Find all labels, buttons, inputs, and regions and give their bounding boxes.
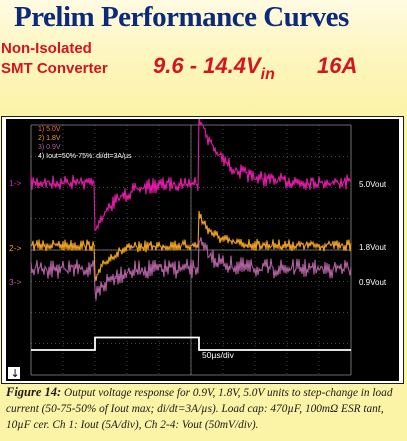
- input-voltage-range: 9.6 - 14.4Vin: [153, 53, 275, 83]
- scope-annotations: 1) 5.0V 2) 1.8V 3) 0.9V 4) Iout=50%-75%:…: [8, 126, 387, 380]
- trace-label-5v: 5.0Vout: [359, 180, 387, 189]
- current-rating: 16A: [317, 53, 358, 78]
- figure-number: Figure 14:: [6, 385, 62, 399]
- figure-caption: Figure 14: Output voltage response for 0…: [6, 384, 404, 433]
- legend-entry: 2) 1.8V: [38, 135, 61, 142]
- header-background: [0, 0, 407, 118]
- channel-marker-3: 3->: [9, 277, 22, 287]
- channel-marker-1: 1->: [9, 178, 22, 188]
- scope-grid: [30, 124, 352, 376]
- product-type-line1: Non-Isolated: [1, 40, 92, 57]
- legend-entry: 4) Iout=50%-75%: di/dt=3A/µs: [38, 153, 132, 160]
- page-title: Prelim Performance Curves: [14, 1, 349, 33]
- trace-0v9vout: [30, 237, 352, 301]
- oscilloscope-plot: 1) 5.0V 2) 1.8V 3) 0.9V 4) Iout=50%-75%:…: [8, 119, 387, 380]
- voltage-range-text: 9.6 - 14.4V: [153, 53, 261, 78]
- voltage-range-subscript: in: [260, 66, 275, 83]
- trace-1v8vout: [30, 210, 352, 282]
- product-type-line2: SMT Converter: [1, 60, 108, 77]
- legend-entry: 1) 5.0V: [38, 126, 61, 133]
- caption-text: Output voltage response for 0.9V, 1.8V, …: [6, 387, 393, 431]
- trigger-arrow-icon: ↓: [11, 367, 20, 380]
- trigger-marker: [8, 367, 20, 379]
- time-base-label: 50µs/div: [202, 350, 235, 360]
- oscilloscope-screen: 1) 5.0V 2) 1.8V 3) 0.9V 4) Iout=50%-75%:…: [6, 119, 399, 381]
- trace-label-1v8: 1.8Vout: [359, 243, 387, 252]
- scope-traces: [30, 119, 352, 351]
- trace-label-0v9: 0.9Vout: [359, 278, 387, 287]
- channel-marker-2: 2->: [9, 243, 22, 253]
- trace-5v0vout: [30, 119, 352, 232]
- trace-load-current: [31, 336, 351, 351]
- legend-entry: 3) 0.9V: [38, 144, 61, 151]
